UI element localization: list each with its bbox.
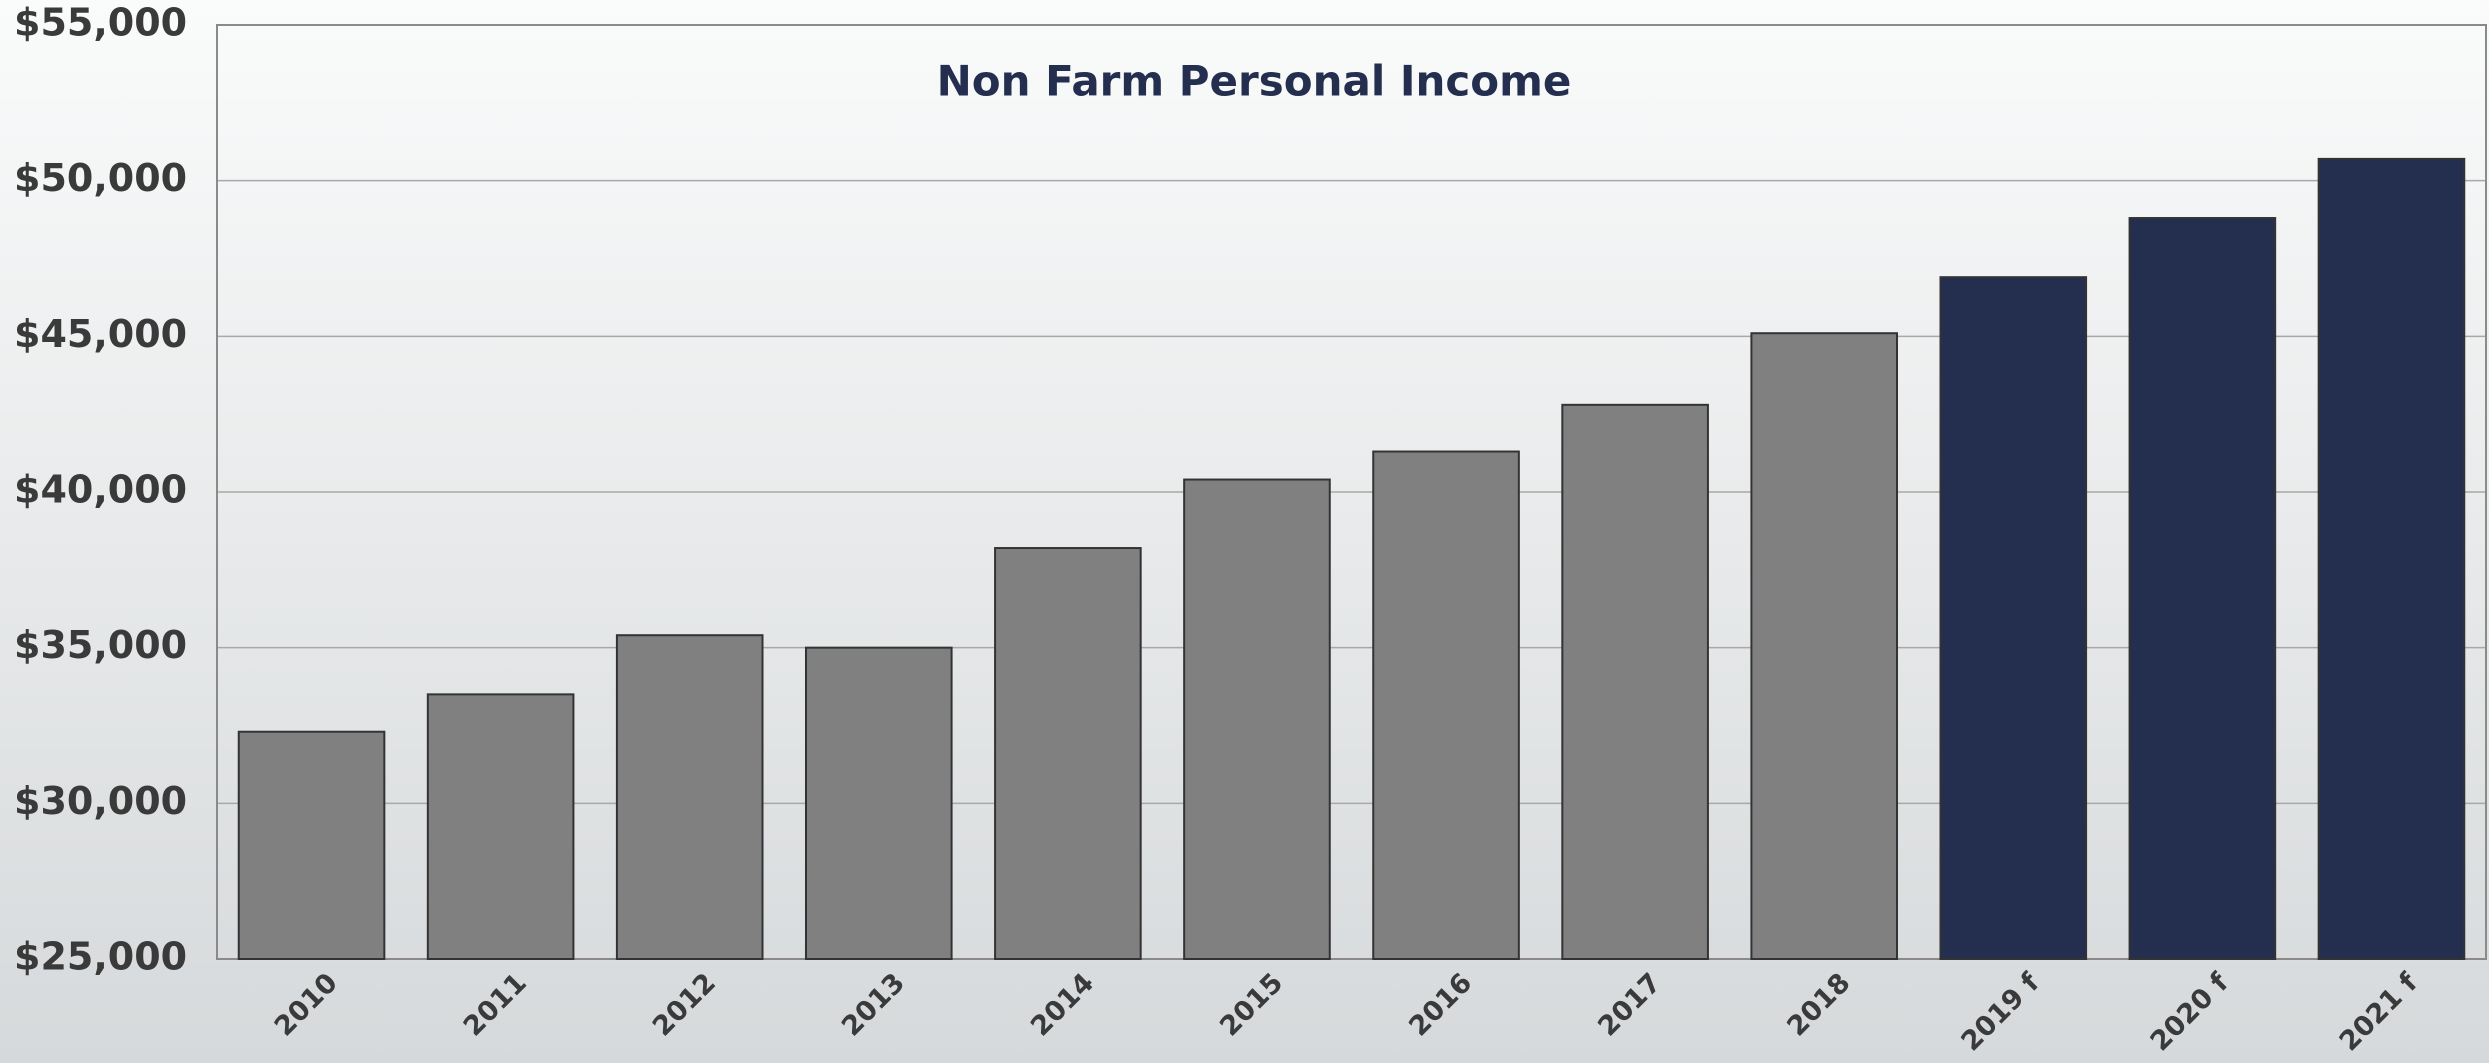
y-tick-label: $45,000 xyxy=(14,312,187,356)
bar xyxy=(2128,217,2277,960)
y-tick-label: $40,000 xyxy=(14,468,187,512)
y-tick-label: $30,000 xyxy=(14,779,187,823)
y-tick-label: $55,000 xyxy=(14,1,187,45)
bar xyxy=(237,730,386,961)
bar xyxy=(1372,450,1520,960)
bar xyxy=(426,693,575,960)
bar xyxy=(804,646,953,961)
bar xyxy=(2317,157,2466,960)
bar xyxy=(1750,332,1899,961)
bar xyxy=(1561,403,1709,960)
y-tick-label: $50,000 xyxy=(14,156,187,200)
bar xyxy=(615,634,764,960)
bar xyxy=(1939,276,2088,960)
y-tick-label: $35,000 xyxy=(14,623,187,667)
bar xyxy=(1183,478,1331,960)
y-tick-label: $25,000 xyxy=(14,935,187,979)
plot-border xyxy=(216,24,2487,960)
bar xyxy=(994,547,1142,960)
chart-title: Non Farm Personal Income xyxy=(937,57,1572,106)
